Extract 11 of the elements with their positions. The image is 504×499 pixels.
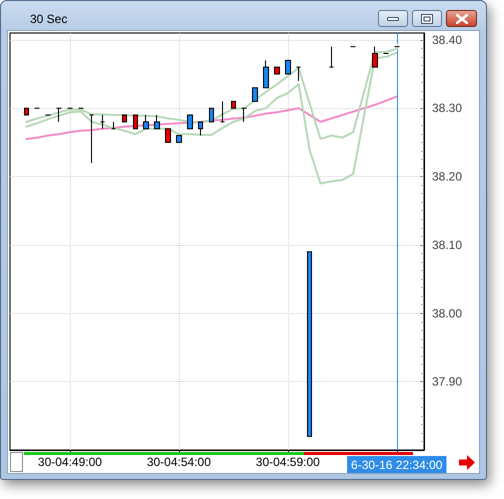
x-tick-label: 6-30-16 22:34:00 (351, 458, 443, 472)
y-tick-label: 38.00 (432, 306, 462, 320)
y-tick-label: 38.10 (432, 238, 462, 252)
x-tick-label: 30-04:54:00 (146, 455, 212, 469)
y-tick-label: 38.40 (432, 32, 462, 47)
x-tick-label: 30-04:59:00 (256, 455, 320, 469)
y-tick-label: 37.90 (432, 374, 462, 389)
x-tick-label: 30-04:49:00 (38, 455, 102, 469)
y-tick-label: 38.20 (432, 170, 462, 184)
chart-title: 30 Sec (30, 12, 68, 26)
y-tick-label: 38.30 (432, 101, 462, 116)
